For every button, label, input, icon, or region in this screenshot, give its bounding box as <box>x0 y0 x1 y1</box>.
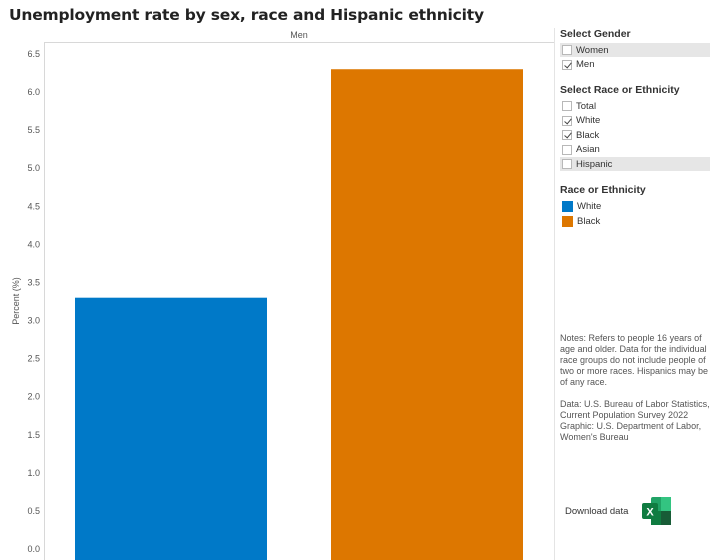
checkbox[interactable] <box>562 59 572 70</box>
race-option-total[interactable]: Total <box>560 99 710 113</box>
panel-header: Men <box>290 30 308 40</box>
notes: Notes: Refers to people 16 years of age … <box>560 333 710 454</box>
y-tick-label: 5.5 <box>27 125 40 135</box>
y-tick-label: 2.0 <box>27 392 40 402</box>
checkbox[interactable] <box>562 101 572 111</box>
notes-source: Data: U.S. Bureau of Labor Statistics, C… <box>560 399 710 443</box>
y-tick-label: 1.0 <box>27 468 40 478</box>
y-tick-label: 3.0 <box>27 316 40 326</box>
checkbox[interactable] <box>562 130 572 140</box>
y-tick-label: 3.5 <box>27 277 40 287</box>
y-tick-label: 4.0 <box>27 239 40 249</box>
y-tick-label: 0.0 <box>27 544 40 554</box>
legend-item-white[interactable]: White <box>560 199 710 214</box>
legend-label: White <box>577 200 602 212</box>
y-axis-label: Percent (%) <box>11 277 21 325</box>
download-data-button[interactable]: Download data X <box>565 497 672 525</box>
race-filter-list: Total White Black Asian Hispanic <box>560 99 710 171</box>
legend-swatch <box>562 215 573 227</box>
checkbox[interactable] <box>562 159 572 169</box>
y-axis-ticks: 0.0 0.5 1.0 1.5 2.0 2.5 3.0 3.5 4.0 4.5 5.0 5.5 6.0 6… <box>27 49 40 554</box>
svg-text:X: X <box>647 507 655 519</box>
filter-label: Hispanic <box>576 158 613 170</box>
page-title: Unemployment rate by sex, race and Hispa… <box>9 6 484 24</box>
bar-black[interactable] <box>331 69 523 560</box>
legend-item-black[interactable]: Black <box>560 214 710 229</box>
gender-option-women[interactable]: Women <box>560 43 710 57</box>
y-tick-label: 1.5 <box>27 430 40 440</box>
race-option-white[interactable]: White <box>560 114 710 128</box>
y-tick-label: 0.5 <box>27 506 40 516</box>
y-tick-label: 2.5 <box>27 354 40 364</box>
race-option-asian[interactable]: Asian <box>560 143 710 157</box>
checkbox[interactable] <box>562 144 572 155</box>
excel-icon: X <box>642 497 672 525</box>
race-filter-title: Select Race or Ethnicity <box>560 84 680 96</box>
bar-white[interactable] <box>75 297 267 560</box>
filter-label: White <box>576 115 601 126</box>
gender-filter-list: Women Men <box>560 43 710 72</box>
race-option-black[interactable]: Black <box>560 128 710 142</box>
bar-chart: Men 0.0 0.5 1.0 1.5 2.0 2.5 3.0 3.5 4.0 4.5 5.0 5.5… <box>11 28 555 560</box>
gender-option-men[interactable]: Men <box>560 58 710 72</box>
legend-label: Black <box>577 215 601 227</box>
filter-label: Men <box>576 59 595 70</box>
race-option-hispanic[interactable]: Hispanic <box>560 157 710 171</box>
bars <box>75 69 523 560</box>
legend: White Black <box>560 199 710 229</box>
filter-label: Total <box>576 100 597 112</box>
data-source: Data: U.S. Bureau of Labor Statistics, C… <box>560 399 710 420</box>
filter-panel: Select Gender Women Men Select Race or Et… <box>560 28 710 229</box>
checkbox[interactable] <box>562 45 572 55</box>
graphic-credit: Graphic: U.S. Department of Labor, Women… <box>560 421 702 442</box>
gender-filter-title: Select Gender <box>560 28 631 40</box>
download-label: Download data <box>565 505 629 517</box>
y-tick-label: 6.5 <box>27 49 40 59</box>
y-tick-label: 6.0 <box>27 87 40 97</box>
checkbox[interactable] <box>562 115 572 126</box>
notes-text: Notes: Refers to people 16 years of age … <box>560 333 709 387</box>
legend-swatch <box>562 200 573 212</box>
filter-label: Asian <box>576 144 600 155</box>
y-tick-label: 5.0 <box>27 163 40 173</box>
filter-label: Women <box>576 44 609 56</box>
y-tick-label: 4.5 <box>27 201 40 211</box>
legend-title: Race or Ethnicity <box>560 183 646 196</box>
filter-label: Black <box>576 129 600 141</box>
